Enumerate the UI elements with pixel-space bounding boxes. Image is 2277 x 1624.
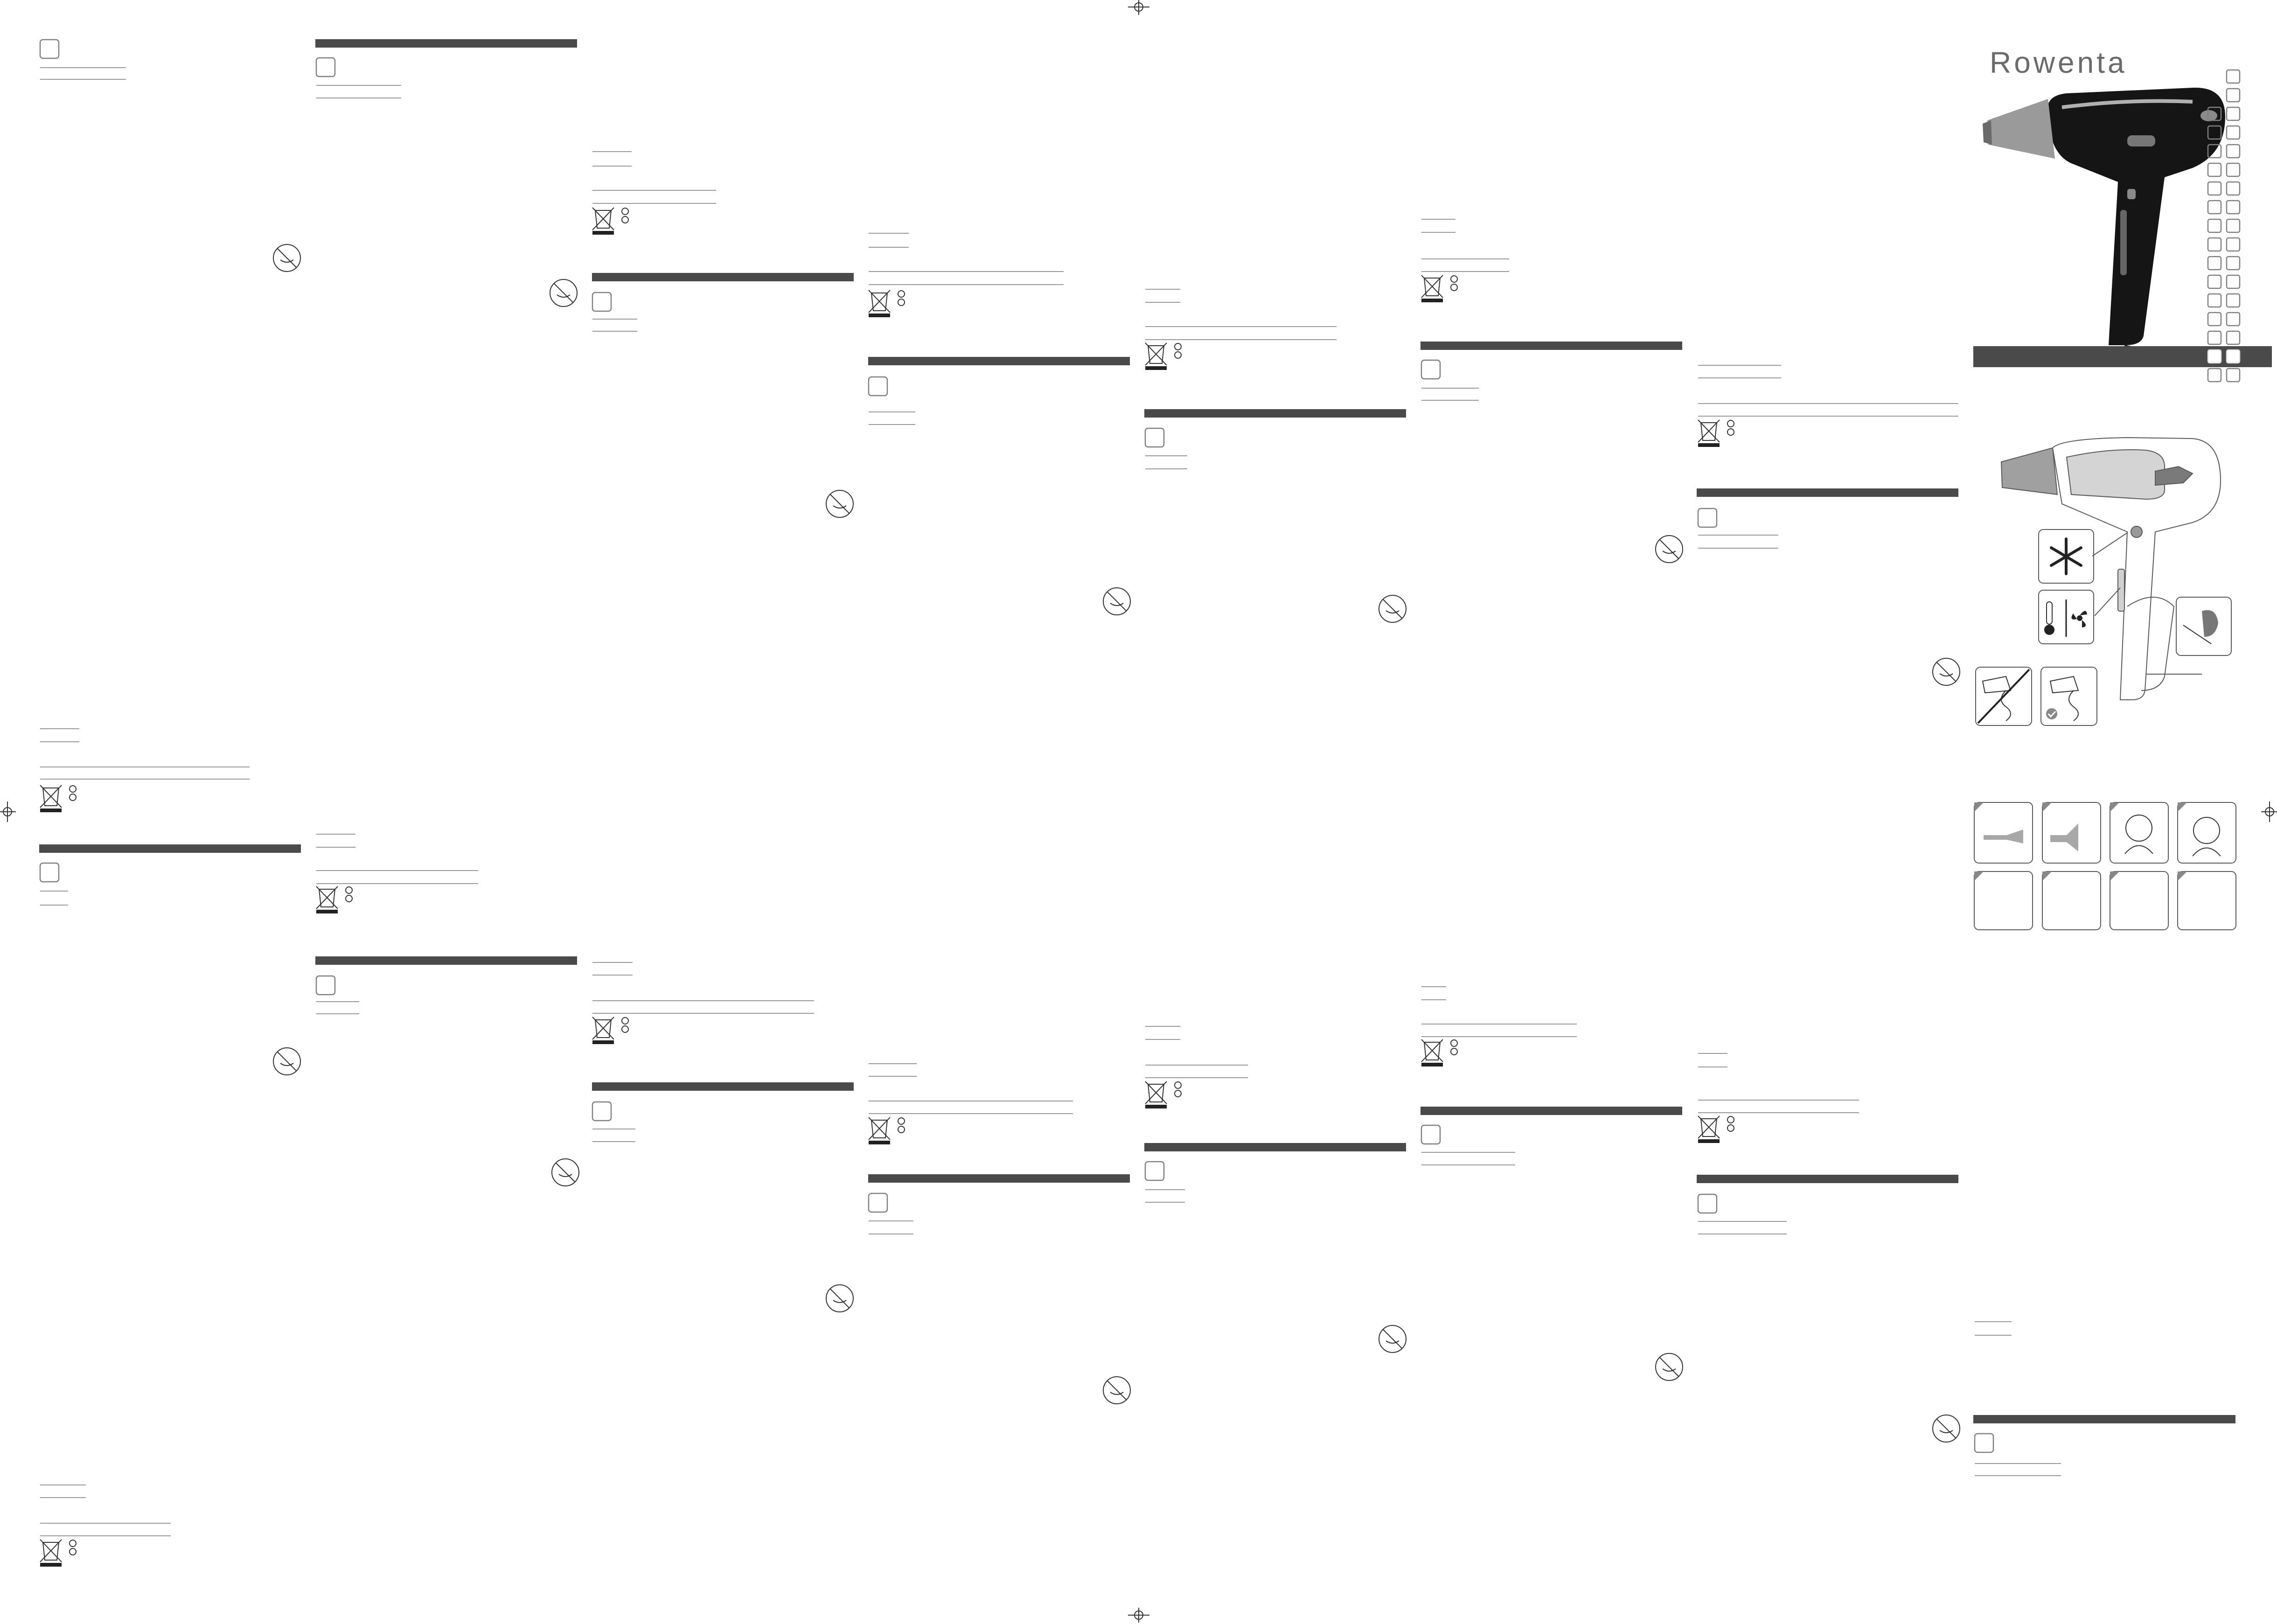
no-bath-icon <box>1655 535 1683 563</box>
no-bath-icon <box>1379 595 1407 623</box>
thermometer-icon <box>2044 601 2054 635</box>
no-bath-icon <box>550 279 578 307</box>
weee-bin-icon <box>1145 342 1182 370</box>
weee-bin-icon <box>1421 275 1458 302</box>
weee-bin-icon <box>592 207 629 235</box>
weee-bin-icon <box>592 1017 629 1044</box>
weee-bin-icon <box>1698 1115 1734 1143</box>
registration-mark-left <box>0 802 16 822</box>
language-grid <box>2207 69 2241 383</box>
cool-shot-callout <box>2038 529 2128 584</box>
language-box <box>39 39 60 59</box>
weee-bin-icon <box>40 1539 77 1567</box>
no-bath-icon <box>1655 1353 1683 1381</box>
no-bath-icon <box>826 490 854 518</box>
registration-mark-right <box>2261 802 2277 822</box>
weee-bin-icon <box>1421 1039 1458 1066</box>
weee-bin-icon <box>868 1117 905 1144</box>
snowflake-icon <box>2050 537 2082 575</box>
no-bath-icon <box>1103 1376 1131 1404</box>
hang-loop-callout <box>2146 597 2232 675</box>
hair-dryer-photo <box>1983 87 2225 348</box>
heat-speed-callout <box>2038 587 2121 644</box>
dryer-diagram <box>2000 437 2221 700</box>
weee-bin-icon <box>316 886 353 913</box>
cord-wrap-warning <box>1975 667 2097 726</box>
fan-icon <box>2071 611 2087 627</box>
weee-bin-icon <box>1145 1081 1182 1108</box>
registration-mark-bottom <box>1128 1608 1149 1623</box>
no-bath-icon <box>273 244 301 272</box>
no-bath-icon <box>1932 658 1960 686</box>
no-bath-icon <box>273 1047 301 1075</box>
no-bath-icon <box>1932 1415 1960 1443</box>
weee-bin-icon <box>1698 419 1734 447</box>
cover-band <box>1973 346 2272 367</box>
no-bath-icon <box>551 1158 579 1186</box>
no-bath-icon <box>1379 1325 1407 1353</box>
check-icon <box>2046 708 2057 719</box>
step-panels <box>1974 802 2236 930</box>
weee-bin-icon <box>40 785 77 812</box>
no-bath-icon <box>1103 587 1131 615</box>
weee-bin-icon <box>868 290 905 317</box>
no-bath-icon <box>826 1284 854 1312</box>
registration-mark-top <box>1128 0 1149 15</box>
brand-logo: Rowenta <box>1990 46 2127 79</box>
